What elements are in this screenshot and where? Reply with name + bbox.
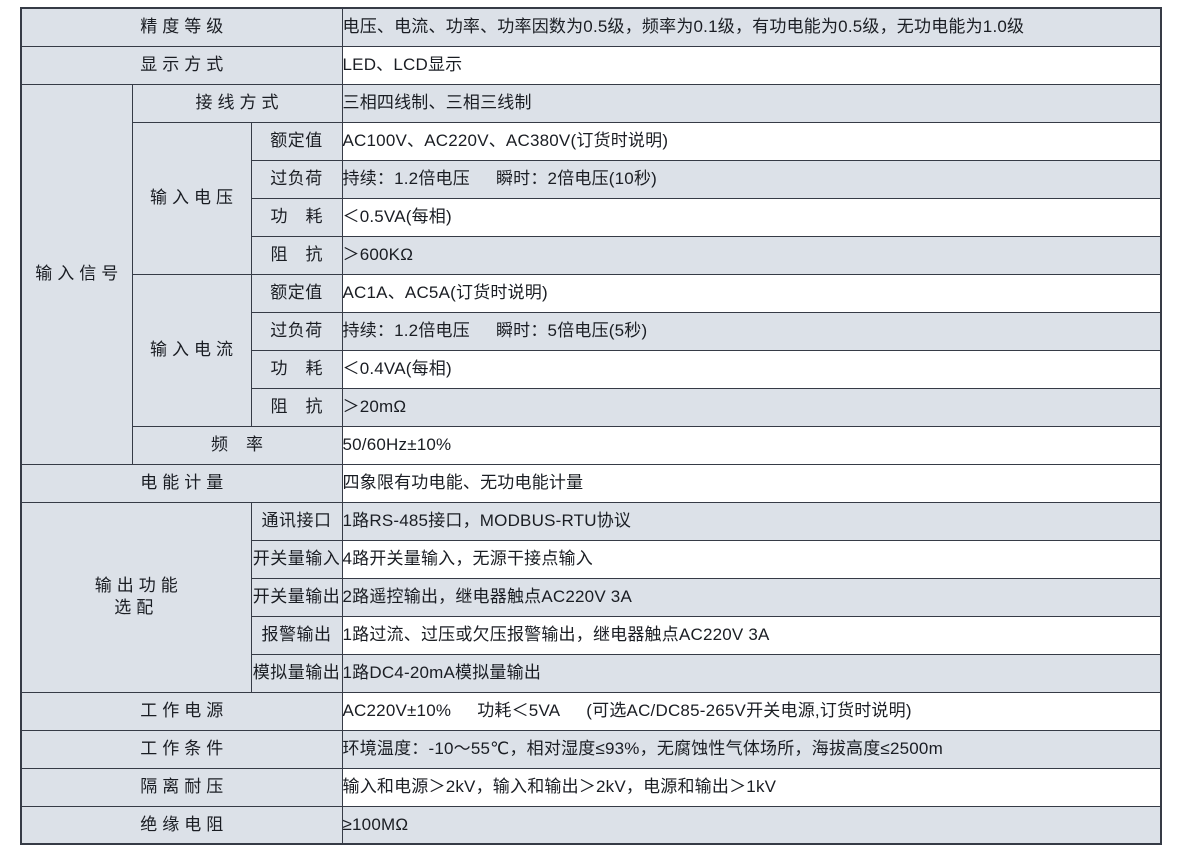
row-value-input-voltage-impedance: ＞600KΩ (341, 235, 1162, 275)
row-value-display-mode: LED、LCD显示 (341, 45, 1162, 85)
overload-instant-current: 瞬时：5倍电压(5秒) (495, 320, 648, 340)
table-row-input-current-overload: 过负荷 持续：1.2倍电压 瞬时：5倍电压(5秒) (21, 311, 1162, 351)
row-value-insulation-resistance: ≥100MΩ (341, 805, 1162, 845)
row-value-working-power: AC220V±10% 功耗＜5VA (可选AC/DC85-265V开关电源,订货时说… (341, 691, 1162, 731)
row-label-comm-interface: 通讯接口 (250, 501, 343, 541)
row-value-digital-output: 2路遥控输出，继电器触点AC220V 3A (341, 577, 1162, 617)
row-label-display-mode: 显示方式 (20, 45, 343, 85)
label-char-a: 阻 (270, 396, 288, 416)
label-char-b: 耗 (305, 358, 323, 378)
group-label-input-signal: 输入信号 (20, 83, 133, 465)
row-label-digital-input: 开关量输入 (250, 539, 343, 579)
table-row-display-mode: 显示方式 LED、LCD显示 (20, 45, 1162, 85)
table-row-working-conditions: 工作条件 环境温度：-10～55℃，相对湿度≤93%，无腐蚀性气体场所，海拔高度… (20, 729, 1162, 769)
row-label-input-voltage-impedance: 阻抗 (250, 235, 343, 275)
label-inner: 功耗 (271, 206, 323, 228)
table-row-comm-interface: 输出功能选配 通讯接口 1路RS-485接口，MODBUS-RTU协议 (20, 501, 1162, 693)
row-label-alarm-output: 报警输出 (250, 615, 343, 655)
table-row-isolation-voltage: 隔离耐压 输入和电源＞2kV，输入和输出＞2kV，电源和输出＞1kV (20, 767, 1162, 807)
label-inner: 阻抗 (271, 396, 323, 418)
label-char-a: 功 (270, 206, 288, 226)
table-row-working-power: 工作电源 AC220V±10% 功耗＜5VA (可选AC/DC85-265V开关电源… (20, 691, 1162, 731)
row-label-input-voltage-overload: 过负荷 (250, 159, 343, 199)
group-label-output-function: 输出功能 选配 (20, 501, 252, 693)
row-value-input-voltage-power: ＜0.5VA(每相) (341, 197, 1162, 237)
row-label-analog-output: 模拟量输出 (250, 653, 343, 693)
label-char-b: 抗 (305, 396, 323, 416)
group-label-input-current: 输入电流 (131, 273, 252, 427)
row-value-input-current-impedance: ＞20mΩ (341, 387, 1162, 427)
table-row-input-current-power: 功耗 ＜0.4VA(每相) (21, 349, 1162, 389)
row-label-input-voltage-power: 功耗 (250, 197, 343, 237)
table-row-input-voltage-rated: 输入电压 额定值 AC100V、AC220V、AC380V(订货时说明) (21, 121, 1162, 275)
row-value-frequency: 50/60Hz±10% (341, 425, 1162, 465)
group-label-input-voltage: 输入电压 (131, 121, 252, 275)
table-row-input-voltage-power: 功耗 ＜0.5VA(每相) (21, 197, 1162, 237)
row-label-working-conditions: 工作条件 (20, 729, 343, 769)
output-function-label-line1: 输出功能 (94, 575, 183, 595)
table-row-digital-output: 开关量输出 2路遥控输出，继电器触点AC220V 3A (21, 577, 1162, 617)
row-label-digital-output: 开关量输出 (250, 577, 343, 617)
label-char-b: 率 (246, 434, 263, 454)
label-char-a: 功 (270, 358, 288, 378)
table-row-analog-output: 模拟量输出 1路DC4-20mA模拟量输出 (21, 653, 1162, 693)
row-label-working-power: 工作电源 (20, 691, 343, 731)
row-label-input-current-overload: 过负荷 (250, 311, 343, 351)
row-label-input-current-power: 功耗 (250, 349, 343, 389)
row-label-accuracy-class: 精度等级 (20, 7, 343, 47)
table-row-insulation-resistance: 绝缘电阻 ≥100MΩ (20, 805, 1162, 845)
row-value-input-voltage-overload: 持续：1.2倍电压 瞬时：2倍电压(10秒) (341, 159, 1162, 199)
row-value-input-current-power: ＜0.4VA(每相) (341, 349, 1162, 389)
row-label-insulation-resistance: 绝缘电阻 (20, 805, 343, 845)
label-inner: 阻抗 (271, 244, 323, 266)
row-value-comm-interface: 1路RS-485接口，MODBUS-RTU协议 (341, 501, 1162, 541)
row-value-isolation-voltage: 输入和电源＞2kV，输入和输出＞2kV，电源和输出＞1kV (341, 767, 1162, 807)
specification-table: 精度等级 电压、电流、功率、功率因数为0.5级，频率为0.1级，有功电能为0.5… (20, 7, 1162, 845)
working-power-consumption: 功耗＜5VA (477, 700, 561, 720)
table-row-energy-metering: 电能计量 四象限有功电能、无功电能计量 (20, 463, 1162, 503)
row-value-wiring: 三相四线制、三相三线制 (341, 83, 1162, 123)
overload-continuous-current: 持续：1.2倍电压 (342, 320, 470, 340)
table-row-frequency: 频率 50/60Hz±10% (21, 425, 1162, 465)
working-power-option: (可选AC/DC85-265V开关电源,订货时说明) (586, 700, 912, 720)
row-label-input-current-rated: 额定值 (250, 273, 343, 313)
table-row-wiring: 输入信号 接线方式 三相四线制、三相三线制 (20, 83, 1162, 465)
table-row-accuracy-class: 精度等级 电压、电流、功率、功率因数为0.5级，频率为0.1级，有功电能为0.5… (20, 7, 1162, 47)
table-row-input-voltage-impedance: 阻抗 ＞600KΩ (21, 235, 1162, 275)
row-value-energy-metering: 四象限有功电能、无功电能计量 (341, 463, 1162, 503)
row-label-wiring: 接线方式 (131, 83, 343, 123)
row-value-alarm-output: 1路过流、过压或欠压报警输出，继电器触点AC220V 3A (341, 615, 1162, 655)
table-row-digital-input: 开关量输入 4路开关量输入，无源干接点输入 (21, 539, 1162, 579)
table-row-input-current-impedance: 阻抗 ＞20mΩ (21, 387, 1162, 427)
row-label-frequency: 频率 (131, 425, 343, 465)
row-value-input-current-overload: 持续：1.2倍电压 瞬时：5倍电压(5秒) (341, 311, 1162, 351)
row-label-energy-metering: 电能计量 (20, 463, 343, 503)
row-value-analog-output: 1路DC4-20mA模拟量输出 (341, 653, 1162, 693)
row-value-input-voltage-rated: AC100V、AC220V、AC380V(订货时说明) (341, 121, 1162, 161)
row-value-digital-input: 4路开关量输入，无源干接点输入 (341, 539, 1162, 579)
overload-instant-voltage: 瞬时：2倍电压(10秒) (495, 168, 658, 188)
label-char-b: 耗 (305, 206, 323, 226)
table-row-input-voltage-overload: 过负荷 持续：1.2倍电压 瞬时：2倍电压(10秒) (21, 159, 1162, 199)
row-label-input-voltage-rated: 额定值 (250, 121, 343, 161)
output-function-label-line2: 选配 (114, 598, 159, 617)
table-row-input-current-rated: 输入电流 额定值 AC1A、AC5A(订货时说明) (21, 273, 1162, 427)
overload-continuous-voltage: 持续：1.2倍电压 (342, 168, 470, 188)
working-power-voltage: AC220V±10% (342, 700, 452, 720)
row-label-input-current-impedance: 阻抗 (250, 387, 343, 427)
label-char-a: 阻 (270, 244, 288, 264)
row-value-working-conditions: 环境温度：-10～55℃，相对湿度≤93%，无腐蚀性气体场所，海拔高度≤2500… (341, 729, 1162, 769)
row-value-input-current-rated: AC1A、AC5A(订货时说明) (341, 273, 1162, 313)
table-row-alarm-output: 报警输出 1路过流、过压或欠压报警输出，继电器触点AC220V 3A (21, 615, 1162, 655)
row-value-accuracy-class: 电压、电流、功率、功率因数为0.5级，频率为0.1级，有功电能为0.5级，无功电… (341, 7, 1162, 47)
row-label-isolation-voltage: 隔离耐压 (20, 767, 343, 807)
label-char-b: 抗 (305, 244, 323, 264)
label-char-a: 频 (211, 434, 228, 454)
label-inner: 功耗 (271, 358, 323, 380)
label-inner: 频率 (211, 434, 263, 456)
